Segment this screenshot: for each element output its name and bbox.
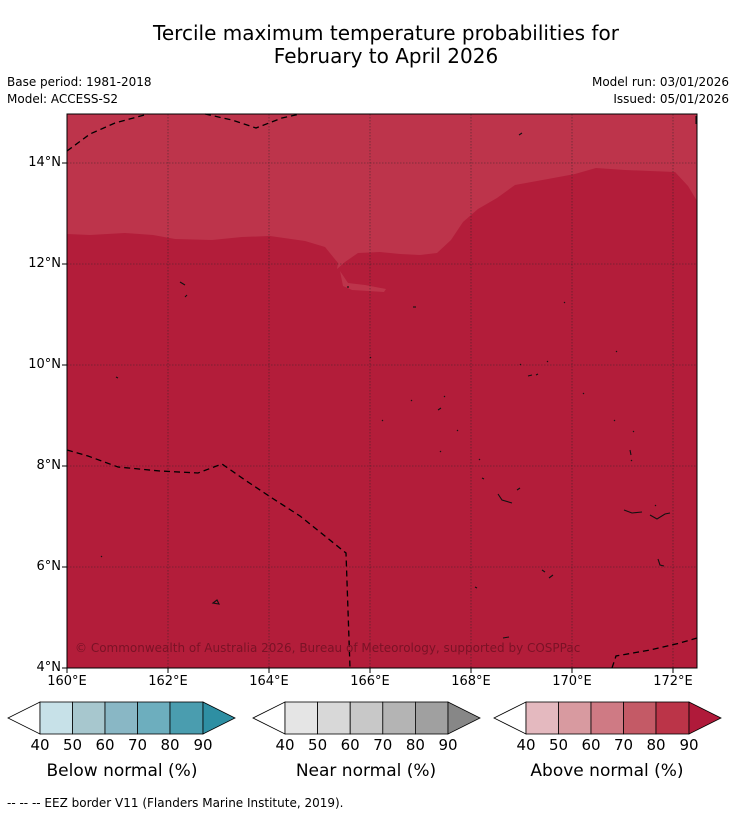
colorbar-below-bin-1 <box>39 701 73 735</box>
islands <box>100 116 697 639</box>
colorbar-near-bin-1 <box>284 701 318 735</box>
colorbar-near-title: Near normal (%) <box>295 761 437 781</box>
colorbar-above-tick: 90 <box>679 736 699 754</box>
copyright-notice: © Commonwealth of Australia 2026, Bureau… <box>75 641 581 655</box>
colorbar-near-tick: 80 <box>405 736 425 754</box>
base-period: Base period: 1981-2018 <box>7 75 152 89</box>
issued-date: Issued: 05/01/2026 <box>613 92 729 106</box>
colorbar-above-bin-5 <box>655 701 690 735</box>
lon-label-162e: 162°E <box>148 674 188 689</box>
lon-label-170e: 170°E <box>552 674 592 689</box>
colorbar-below-tick: 50 <box>62 736 83 754</box>
model-name: Model: ACCESS-S2 <box>7 92 119 106</box>
colorbar-near-tick: 70 <box>373 736 393 754</box>
colorbar-below-bin-2 <box>72 701 106 735</box>
colorbar-below-tick: 90 <box>193 736 213 754</box>
axis-ticks <box>62 162 674 673</box>
colorbar-above-bin-2 <box>558 701 592 735</box>
eez-footnote: -- -- -- EEZ border V11 (Flanders Marine… <box>7 796 344 810</box>
lat-label-8n: 8°N <box>36 458 62 473</box>
gridlines <box>67 114 697 668</box>
colorbar-above-extend-high <box>688 701 722 735</box>
lat-label-14n: 14°N <box>28 155 61 170</box>
colorbar-above-bin-3 <box>590 701 624 735</box>
colorbar-below-normal <box>7 701 236 735</box>
colorbar-near-tick: 90 <box>438 736 458 754</box>
title-line-1: Tercile maximum temperature probabilitie… <box>153 21 619 45</box>
colorbar-above-bin-4 <box>623 701 657 735</box>
colorbar-below-tick: 40 <box>30 736 50 754</box>
colorbar-below-bin-5 <box>169 701 204 735</box>
colorbar-above-tick: 50 <box>548 736 569 754</box>
lon-label-164e: 164°E <box>249 674 289 689</box>
colorbar-near-bin-4 <box>382 701 416 735</box>
title-line-2: February to April 2026 <box>273 44 499 68</box>
lon-label-160e: 160°E <box>47 674 87 689</box>
colorbar-below-bin-4 <box>137 701 171 735</box>
colorbar-above-tick: 60 <box>581 736 601 754</box>
colorbar-below-extend-low <box>7 701 41 735</box>
colorbar-above-extend-low <box>493 701 527 735</box>
colorbar-near-bin-5 <box>414 701 449 735</box>
map-area-above-80 <box>67 114 697 269</box>
colorbar-above-tick: 70 <box>613 736 634 754</box>
lat-label-12n: 12°N <box>28 256 61 271</box>
colorbar-near-tick: 40 <box>275 736 295 754</box>
colorbar-above-normal <box>493 701 722 735</box>
colorbar-below-tick: 80 <box>160 736 180 754</box>
lat-label-10n: 10°N <box>28 357 61 372</box>
colorbar-below-tick: 70 <box>127 736 148 754</box>
eez-borders <box>66 113 698 669</box>
colorbar-near-bin-3 <box>349 701 384 735</box>
colorbar-near-tick: 50 <box>308 736 328 754</box>
lat-label-4n: 4°N <box>36 660 62 675</box>
lon-label-166e: 166°E <box>350 674 390 689</box>
colorbar-below-title: Below normal (%) <box>46 761 198 781</box>
meta-right: Model run: 03/01/2026 Issued: 05/01/2026 <box>592 74 729 108</box>
colorbar-above-bin-1 <box>525 701 559 735</box>
colorbar-near-extend-low <box>252 701 286 735</box>
colorbar-below-extend-high <box>202 701 236 735</box>
map-area-above-80-tongue <box>340 271 386 292</box>
colorbar-near-normal <box>252 701 481 735</box>
meta-left: Base period: 1981-2018 Model: ACCESS-S2 <box>7 74 152 108</box>
lat-label-6n: 6°N <box>36 559 62 574</box>
colorbar-above-title: Above normal (%) <box>530 761 684 781</box>
map-panel <box>62 113 698 673</box>
colorbar-near-bin-2 <box>317 701 351 735</box>
colorbar-near-extend-high <box>447 701 481 735</box>
lon-label-168e: 168°E <box>451 674 491 689</box>
model-run: Model run: 03/01/2026 <box>591 75 729 89</box>
colorbar-near-tick: 60 <box>340 736 360 754</box>
colorbar-above-tick: 80 <box>646 736 666 754</box>
lon-label-172e: 172°E <box>653 674 693 689</box>
colorbar-below-bin-3 <box>104 701 138 735</box>
colorbar-above-tick: 40 <box>516 736 536 754</box>
colorbar-below-tick: 60 <box>95 736 115 754</box>
map-frame <box>66 113 698 669</box>
map-title: Tercile maximum temperature probabilitie… <box>0 22 736 68</box>
